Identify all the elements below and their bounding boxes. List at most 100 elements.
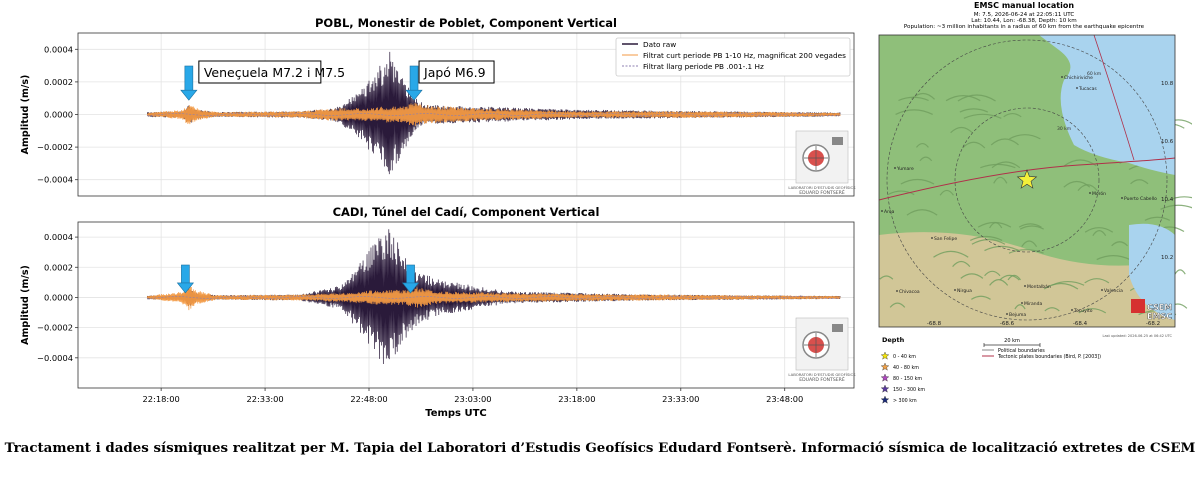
terrain-ridge xyxy=(887,190,915,196)
legend-box xyxy=(615,37,851,77)
terrain-ridge xyxy=(957,94,996,102)
lat-tick-label: 10.8 xyxy=(1161,81,1174,87)
ring-60km xyxy=(886,39,1168,321)
trace-long-period xyxy=(147,113,841,116)
logo-text-line-2: EDUARD FONTSERÈ xyxy=(799,188,845,196)
place-label: Montalbán xyxy=(1027,283,1051,290)
y-tick-label: −0.0004 xyxy=(37,175,73,185)
map-legend: Depth 0 - 40 km 40 - 80 km 80 - 150 km 150 -… xyxy=(880,334,1173,404)
logo-cross xyxy=(804,146,828,170)
political-label: Political boundaries xyxy=(998,348,1045,354)
chart-title: CADI, Túnel del Cadí, Component Vertical xyxy=(333,205,600,219)
terrain-ridge xyxy=(977,221,1012,228)
lat-tick-label: 10.6 xyxy=(1161,139,1174,145)
depth-star xyxy=(880,373,890,382)
terrain-ridge xyxy=(950,126,973,134)
terrain-ridge xyxy=(1019,225,1044,230)
y-axis-label: Amplitud (m/s) xyxy=(20,75,31,155)
arrow-head xyxy=(176,282,195,294)
place-label: Miranda xyxy=(1024,301,1042,307)
depth-star xyxy=(880,395,890,404)
arrow-marker xyxy=(180,65,198,101)
arrow-shaft xyxy=(181,264,190,285)
place-label: Bejuma xyxy=(1009,312,1026,318)
terrain-ridge xyxy=(959,108,989,113)
ring-label: 60 km xyxy=(1087,71,1101,77)
terrain-ridge xyxy=(1014,304,1026,310)
x-tick-label: 23:48:00 xyxy=(766,394,803,404)
place-label: Yumare xyxy=(896,166,914,172)
place-dot xyxy=(1121,197,1123,199)
depth-label: 80 - 150 km xyxy=(893,376,922,382)
terrain-ridge xyxy=(999,274,1020,281)
map-info-line-3: Population: ~3 million inhabitants in a … xyxy=(904,24,1145,30)
place-dot xyxy=(1061,76,1063,78)
terrain-ridge xyxy=(980,163,1016,169)
terrain-ridge xyxy=(993,176,1008,184)
terrain-ridge xyxy=(1144,216,1171,221)
terrain-ridge xyxy=(984,245,1020,252)
terrain-ridge xyxy=(900,178,935,185)
map-frame xyxy=(878,34,1176,328)
depth-star xyxy=(880,351,890,360)
epicenter-star xyxy=(1016,169,1038,189)
annotation-label: Japó M6.9 xyxy=(423,65,486,80)
terrain-ridge xyxy=(1111,241,1128,247)
arrow-shaft xyxy=(406,264,415,285)
ring-label: 30 km xyxy=(1057,126,1071,132)
map-title: EMSC manual location xyxy=(974,1,1074,10)
terrain-ridge xyxy=(1009,134,1041,140)
tectonic-label: Tectonic plates boundaries (Bird, P. [20… xyxy=(997,354,1101,360)
terrain-ridge xyxy=(952,260,971,268)
terrain-ridge xyxy=(1044,307,1060,312)
arrow-shaft xyxy=(184,65,194,92)
x-tick-label: 22:48:00 xyxy=(350,394,387,404)
y-tick-label: 0.0004 xyxy=(44,44,73,54)
map-info-line-2: Lat: 10.44, Lon: -68.38, Depth: 10 km xyxy=(971,18,1077,24)
place-dot xyxy=(894,167,896,169)
place-label: Tocuyito xyxy=(1073,308,1093,314)
y-tick-label: 0.0002 xyxy=(44,77,73,87)
x-axis-label: Temps UTC xyxy=(425,408,487,419)
seismogram-panel-cadi: CADI, Túnel del Cadí, Component Vertical… xyxy=(20,205,856,419)
scale-bar xyxy=(983,343,1041,347)
emsc-map-panel: EMSC manual location M: 7.5, 2026-06-24 … xyxy=(878,1,1192,404)
y-tick-label: 0.0002 xyxy=(44,262,73,272)
map-updated: Last updated: 2026-06-25 at 06:42 UTC xyxy=(1103,334,1173,338)
logo-book xyxy=(832,324,843,332)
terrain-ridge xyxy=(1130,179,1149,185)
map-sea xyxy=(1039,35,1175,175)
arrow-marker xyxy=(401,264,420,294)
depth-label: 40 - 80 km xyxy=(893,365,919,371)
arrow-shaft xyxy=(409,65,419,92)
logo-book xyxy=(832,137,843,145)
csem-logo-mark xyxy=(1131,299,1145,313)
place-label: Chichiriviche xyxy=(1064,75,1093,81)
annotation-box xyxy=(418,60,495,84)
lon-tick-label: -68.4 xyxy=(1073,321,1088,327)
place-label: Nirgua xyxy=(957,288,972,294)
lon-tick-label: -68.2 xyxy=(1146,321,1160,327)
place-label: Aroa xyxy=(884,209,895,215)
place-dot xyxy=(1021,302,1023,304)
annotation-box xyxy=(198,60,322,84)
terrain-ridge xyxy=(1096,255,1131,261)
terrain-ridge xyxy=(1018,223,1042,228)
figure-caption: Tractament i dades sísmiques realitzat p… xyxy=(4,440,1196,456)
depth-label: 0 - 40 km xyxy=(893,354,916,360)
arrow-head xyxy=(180,89,198,101)
terrain-ridge xyxy=(1008,249,1044,254)
terrain-ridge xyxy=(910,92,935,100)
terrain-ridge xyxy=(945,95,981,102)
place-dot xyxy=(1024,285,1026,287)
legend-entry: Filtrat curt periode PB 1-10 Hz, magnifi… xyxy=(643,51,846,60)
emsc-label: EMSC xyxy=(1147,312,1172,321)
terrain-ridge xyxy=(984,270,1001,277)
place-dot xyxy=(896,290,898,292)
place-label: Valencia xyxy=(1104,288,1123,294)
logo-text-line-1: LABORATORI D'ESTUDIS GEOFÍSICS xyxy=(788,372,856,377)
seismogram-panel-pobl: POBL, Monestir de Poblet, Component Vert… xyxy=(20,16,856,197)
place-dot xyxy=(954,289,956,291)
